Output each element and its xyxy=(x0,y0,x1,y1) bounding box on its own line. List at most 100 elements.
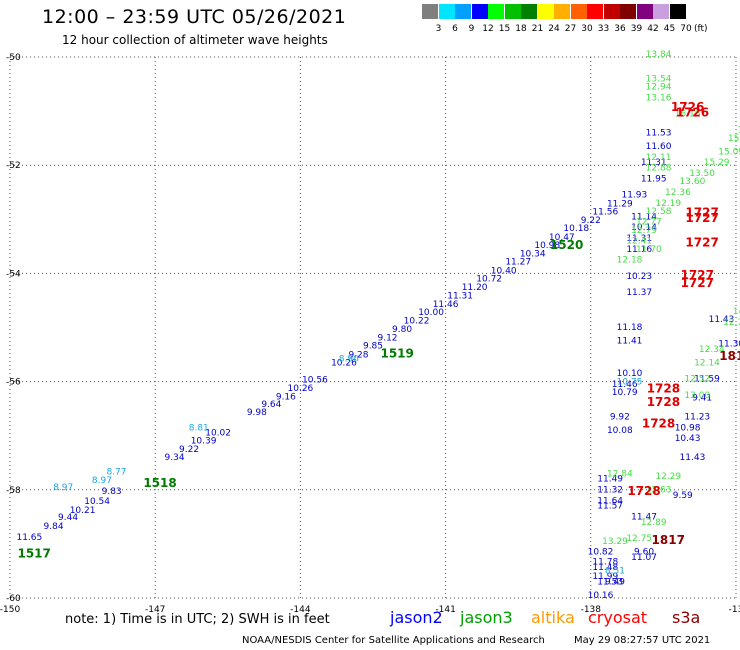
orbit-number-label: 1519 xyxy=(380,346,413,360)
scale-swatch xyxy=(554,4,570,19)
scale-swatch xyxy=(471,4,488,19)
orbit-number-label: 1727 xyxy=(681,276,714,290)
wave-height-label: 11.70 xyxy=(636,245,662,255)
wave-height-label: 8.97 xyxy=(53,483,73,493)
wave-height-label: 11.37 xyxy=(626,288,652,298)
wave-height-label: 12.14 xyxy=(694,358,720,368)
wave-height-label: 8.77 xyxy=(106,468,126,478)
scale-swatch xyxy=(422,4,438,19)
y-tick-label: -54 xyxy=(6,269,21,279)
wave-height-label: 12.79 xyxy=(631,226,657,236)
wave-height-label: 11.47 xyxy=(631,513,657,523)
wave-height-label: 9.64 xyxy=(261,400,281,410)
scale-swatch xyxy=(438,4,455,19)
wave-height-label: 9.92 xyxy=(610,412,630,422)
wave-height-label: 10.34 xyxy=(520,250,546,260)
wave-height-label: 11.56 xyxy=(592,207,618,217)
wave-height-label: 9.49 xyxy=(605,577,625,587)
x-tick-label: -144 xyxy=(290,605,311,615)
scale-label: 36 xyxy=(614,24,626,34)
y-tick-label: -60 xyxy=(6,594,21,604)
wave-height-label: 11.95 xyxy=(641,174,667,184)
wave-height-label: 11.07 xyxy=(631,553,657,563)
x-tick-label: -13 xyxy=(729,605,740,615)
wave-height-label: 10.54 xyxy=(84,497,110,507)
scale-swatch xyxy=(653,4,669,19)
wave-height-label: 11.64 xyxy=(597,496,623,506)
orbit-number-label: 1727 xyxy=(685,235,718,249)
x-tick-label: -141 xyxy=(435,605,455,615)
scale-swatch xyxy=(521,4,537,19)
wave-height-label: 9.22 xyxy=(179,445,199,455)
orbit-number-label: 1817 xyxy=(652,533,685,547)
wave-height-label: 12.29 xyxy=(655,472,681,482)
wave-height-label: 12.52 xyxy=(684,375,710,385)
orbit-number-label: 1816 xyxy=(719,349,740,363)
wave-height-label: 9.98 xyxy=(247,408,267,418)
wave-height-label: 12.11 xyxy=(646,153,672,163)
scale-swatch xyxy=(603,4,620,19)
wave-height-label: 8.81 xyxy=(189,423,209,433)
wave-height-label: 11.41 xyxy=(617,337,643,347)
wave-height-label: 8.51 xyxy=(605,567,625,577)
wave-height-label: 10.40 xyxy=(491,266,517,276)
wave-height-label: 11.65 xyxy=(16,533,42,543)
wave-height-label: 10.26 xyxy=(288,384,314,394)
orbit-number-label: 1518 xyxy=(143,476,176,490)
wave-height-label: 11.78 xyxy=(592,557,618,567)
wave-height-label: 8.90 xyxy=(339,355,359,365)
wave-height-label: 10.21 xyxy=(70,506,96,516)
orbit-number-label: 1727 xyxy=(685,211,718,225)
wave-height-label: 12.76 xyxy=(723,318,740,328)
wave-height-label: 11.27 xyxy=(505,258,531,268)
legend-jason2: jason2 xyxy=(390,608,443,627)
wave-height-label: 10.16 xyxy=(588,591,614,601)
orbit-number-label: 1727 xyxy=(685,206,718,220)
wave-height-label: 12.88 xyxy=(646,164,672,174)
scale-swatch xyxy=(636,4,653,19)
footer-note: note: 1) Time is in UTC; 2) SWH is in fe… xyxy=(65,612,330,627)
legend-s3a: s3a xyxy=(672,608,701,627)
wave-height-label: 11.53 xyxy=(597,577,623,587)
scale-swatch xyxy=(587,4,603,19)
wave-height-label: 9.22 xyxy=(581,216,601,226)
y-tick-label: -52 xyxy=(6,161,21,171)
wave-height-label: 13.84 xyxy=(646,50,672,60)
wave-height-label: 10.56 xyxy=(302,376,328,386)
wave-height-label: 11.29 xyxy=(607,199,633,209)
wave-height-label: 11.18 xyxy=(617,323,643,333)
wave-height-label: 10.18 xyxy=(563,224,589,234)
wave-height-label: 10.02 xyxy=(205,429,231,439)
wave-height-label: 12.75 xyxy=(626,534,652,544)
wave-height-label: 10.22 xyxy=(404,317,430,327)
y-tick-label: -56 xyxy=(6,378,21,388)
scale-swatch xyxy=(570,4,587,19)
wave-height-label: 13.16 xyxy=(646,93,672,103)
wave-height-label: 12.63 xyxy=(646,486,672,496)
legend-altika: altika xyxy=(531,608,575,627)
scale-swatch xyxy=(669,4,686,19)
scale-label: 24 xyxy=(548,24,560,34)
scale-label: 27 xyxy=(564,24,577,34)
wave-height-label: 11.31 xyxy=(641,158,667,168)
wave-height-label: 11.46 xyxy=(612,380,638,390)
map-subtitle: 12 hour collection of altimeter wave hei… xyxy=(62,33,328,47)
wave-height-label: 8.97 xyxy=(92,476,112,486)
wave-height-label: 13.50 xyxy=(689,169,715,179)
wave-height-label: 11.60 xyxy=(646,142,672,152)
scale-label: 21 xyxy=(531,24,544,34)
wave-height-label: 11.43 xyxy=(709,315,735,325)
wave-height-label: 12.41 xyxy=(626,237,652,247)
x-tick-label: -150 xyxy=(0,605,20,615)
orbit-number-label: 1520 xyxy=(550,238,583,252)
orbit-number-label: 1728 xyxy=(647,395,680,409)
scale-label: 33 xyxy=(597,24,610,34)
wave-height-label: 10.08 xyxy=(607,426,633,436)
wave-height-label: 10.47 xyxy=(549,233,575,243)
wave-height-label: 9.41 xyxy=(692,394,712,404)
wave-height-label: 10.79 xyxy=(612,388,638,398)
x-tick-label: -147 xyxy=(145,605,165,615)
wave-height-label: 11.30 xyxy=(718,339,740,349)
scale-label: 9 xyxy=(468,24,475,34)
scale-label: 6 xyxy=(452,24,458,34)
